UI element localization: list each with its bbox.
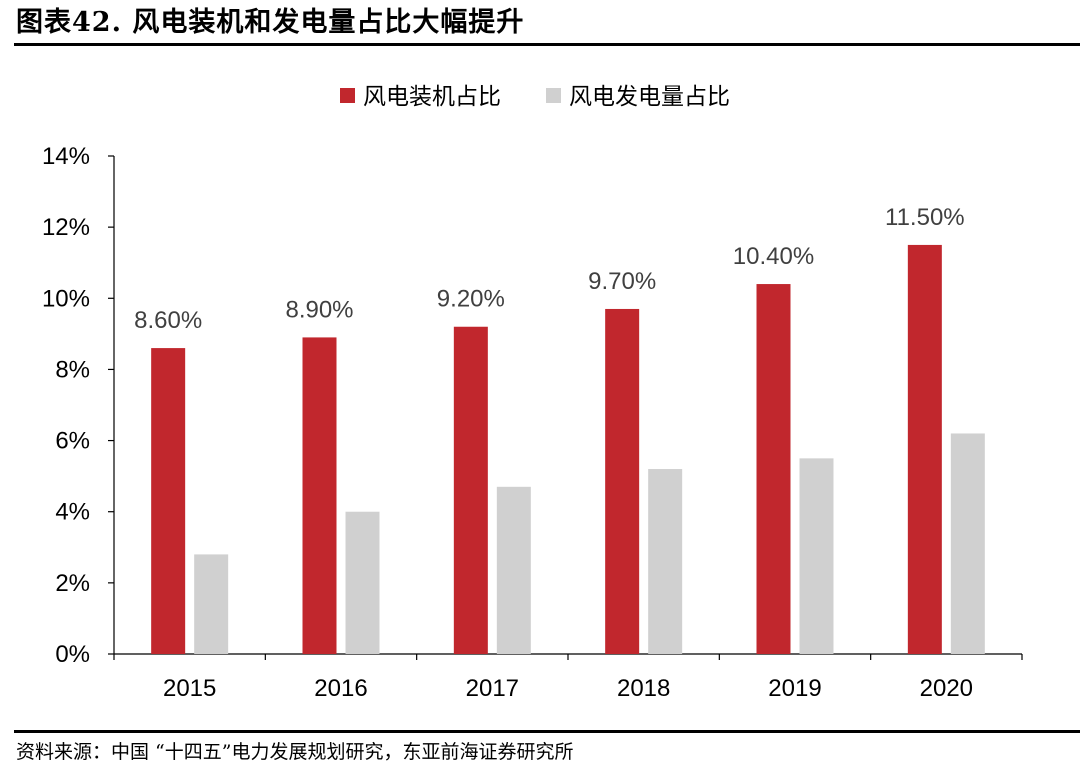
legend-swatch: [546, 88, 561, 103]
x-tick-label: 2020: [920, 675, 973, 702]
data-label: 9.70%: [588, 268, 656, 295]
data-labels: 8.60% 8.90% 9.20% 9.70% 10.40% 11.50%: [134, 204, 965, 334]
y-tick-label: 2%: [55, 570, 90, 597]
x-tick-label: 2016: [314, 675, 367, 702]
bar-capacity: [302, 337, 337, 654]
bar-capacity: [605, 308, 640, 654]
bar-generation: [345, 511, 380, 654]
data-label: 11.50%: [885, 204, 965, 231]
legend-label: 风电装机占比: [363, 84, 501, 110]
x-tick-label: 2019: [768, 675, 821, 702]
legend: 风电装机占比 风电发电量占比: [340, 84, 730, 110]
bar-capacity: [756, 284, 791, 654]
data-label: 9.20%: [437, 286, 505, 313]
x-tick-label: 2015: [163, 675, 216, 702]
y-tick-label: 0%: [55, 641, 90, 668]
y-tick-label: 10%: [42, 285, 90, 312]
y-tick-label: 6%: [55, 428, 90, 455]
bar-capacity: [453, 326, 488, 654]
figure-title: 图表42. 风电装机和发电量占比大幅提升: [16, 7, 525, 38]
axes: 0% 2% 4% 6% 8% 10% 12% 14% 2015 2016 2017 2018 2019 2…: [42, 143, 1023, 702]
bar-generation: [648, 469, 683, 654]
bar-capacity: [151, 348, 186, 654]
bar-generation: [799, 458, 834, 654]
legend-label: 风电发电量占比: [569, 84, 730, 110]
y-tick-label: 8%: [55, 356, 90, 383]
source-rule: [14, 730, 1080, 733]
title-rule: [14, 43, 1080, 46]
x-tick-label: 2018: [617, 675, 670, 702]
bar-generation: [950, 433, 985, 654]
bar-generation: [496, 486, 531, 654]
legend-swatch: [340, 88, 355, 103]
bar-generation: [194, 554, 229, 654]
data-label: 8.90%: [285, 296, 353, 323]
data-label: 10.40%: [733, 243, 814, 270]
source-note: 资料来源：中国 “十四五”电力发展规划研究，东亚前海证券研究所: [16, 741, 574, 763]
y-tick-label: 14%: [42, 143, 90, 170]
data-label: 8.60%: [134, 307, 202, 334]
bars: [151, 244, 985, 654]
bar-capacity: [907, 244, 942, 654]
bar-chart: 风电装机占比 风电发电量占比 0% 2% 4% 6% 8% 10% 12% 14% 2015 201…: [42, 84, 1023, 702]
y-tick-label: 12%: [42, 214, 90, 241]
x-tick-label: 2017: [466, 675, 519, 702]
y-tick-label: 4%: [55, 499, 90, 526]
